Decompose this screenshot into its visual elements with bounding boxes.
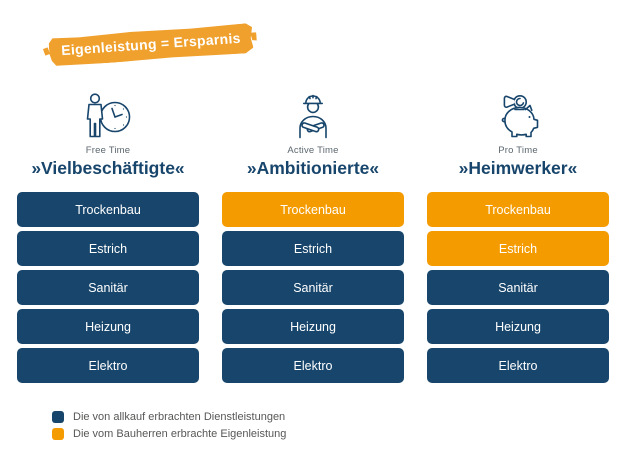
bar-trockenbau: Trockenbau (17, 192, 199, 227)
piggy-bank-icon (427, 90, 609, 140)
legend: Die von allkauf erbrachten Dienstleistun… (52, 411, 286, 440)
columns: Free Time »Vielbeschäftigte« Trockenbau … (17, 90, 609, 383)
bar-stack: Trockenbau Estrich Sanitär Heizung Elekt… (427, 192, 609, 383)
time-label: Pro Time (498, 145, 538, 156)
legend-item-own-work: Die vom Bauherren erbrachte Eigenleistun… (52, 428, 286, 440)
column-title: »Vielbeschäftigte« (31, 158, 185, 178)
bar-sanitaer: Sanitär (222, 270, 404, 305)
construction-worker-icon (222, 90, 404, 140)
column-title: »Ambitionierte« (246, 158, 380, 178)
column-heimwerker: Pro Time »Heimwerker« Trockenbau Estrich… (427, 90, 609, 383)
bar-elektro: Elektro (222, 348, 404, 383)
bar-trockenbau: Trockenbau (427, 192, 609, 227)
bar-sanitaer: Sanitär (17, 270, 199, 305)
legend-swatch-orange (52, 428, 64, 440)
banner-brush-speck (250, 31, 258, 41)
headline-label: Eigenleistung = Ersparnis (60, 29, 242, 59)
bar-heizung: Heizung (222, 309, 404, 344)
bar-estrich: Estrich (222, 231, 404, 266)
bar-heizung: Heizung (427, 309, 609, 344)
time-label: Free Time (85, 145, 131, 156)
bar-trockenbau: Trockenbau (222, 192, 404, 227)
legend-label: Die von allkauf erbrachten Dienstleistun… (73, 411, 286, 423)
bar-stack: Trockenbau Estrich Sanitär Heizung Elekt… (17, 192, 199, 383)
bar-elektro: Elektro (427, 348, 609, 383)
headline-banner: Eigenleistung = Ersparnis (48, 23, 254, 67)
column-vielbeschaeftigte: Free Time »Vielbeschäftigte« Trockenbau … (17, 90, 199, 383)
person-clock-icon (17, 90, 199, 140)
column-ambitionierte: Active Time »Ambitionierte« Trockenbau E… (222, 90, 404, 383)
bar-estrich: Estrich (427, 231, 609, 266)
banner-brush-speck (42, 47, 51, 56)
bar-heizung: Heizung (17, 309, 199, 344)
legend-item-services: Die von allkauf erbrachten Dienstleistun… (52, 411, 286, 423)
bar-stack: Trockenbau Estrich Sanitär Heizung Elekt… (222, 192, 404, 383)
bar-sanitaer: Sanitär (427, 270, 609, 305)
bar-elektro: Elektro (17, 348, 199, 383)
bar-estrich: Estrich (17, 231, 199, 266)
legend-label: Die vom Bauherren erbrachte Eigenleistun… (73, 428, 287, 440)
column-title: »Heimwerker« (458, 158, 578, 178)
time-label: Active Time (287, 145, 339, 156)
legend-swatch-blue (52, 411, 64, 423)
